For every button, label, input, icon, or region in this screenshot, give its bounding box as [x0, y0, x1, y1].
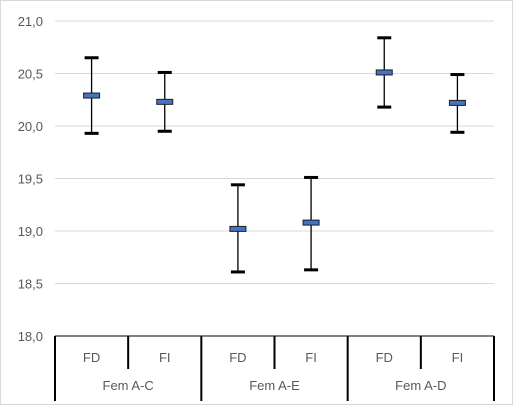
category-label: FI: [305, 350, 317, 365]
group-label: Fem A-D: [395, 378, 446, 393]
category-label: FI: [452, 350, 464, 365]
mean-marker: [302, 219, 320, 226]
category-label: FD: [83, 350, 100, 365]
mean-marker: [448, 99, 466, 106]
category-label: FD: [376, 350, 393, 365]
y-tick-label: 21,0: [18, 14, 43, 29]
group-label: Fem A-E: [249, 378, 300, 393]
y-tick-label: 19,0: [18, 224, 43, 239]
y-tick-label: 18,0: [18, 329, 43, 344]
mean-marker: [83, 92, 101, 99]
y-tick-label: 18,5: [18, 277, 43, 292]
mean-marker: [229, 225, 247, 232]
mean-marker: [375, 69, 393, 76]
y-tick-label: 20,5: [18, 67, 43, 82]
y-tick-label: 19,5: [18, 172, 43, 187]
y-tick-label: 20,0: [18, 119, 43, 134]
group-label: Fem A-C: [103, 378, 154, 393]
category-label: FI: [159, 350, 171, 365]
category-label: FD: [229, 350, 246, 365]
mean-marker: [156, 98, 174, 105]
